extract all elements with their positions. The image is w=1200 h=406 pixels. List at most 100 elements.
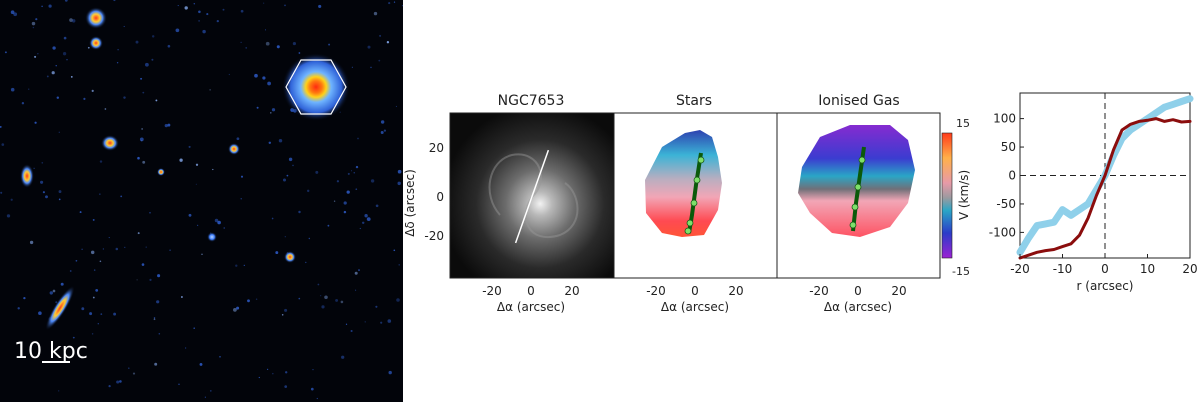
- background-source: [136, 279, 138, 281]
- background-source: [254, 73, 258, 78]
- background-source: [383, 129, 387, 132]
- background-source: [236, 306, 240, 310]
- background-source: [358, 269, 360, 272]
- background-source: [233, 308, 237, 312]
- background-source: [155, 99, 158, 102]
- background-source: [292, 42, 296, 46]
- background-source: [99, 260, 102, 263]
- background-source: [216, 19, 219, 23]
- background-source: [195, 183, 197, 185]
- background-source: [64, 0, 68, 2]
- background-source: [380, 131, 384, 134]
- rc-y-ticks: -100 -50 0 50 100: [989, 112, 1024, 239]
- background-source: [37, 53, 39, 55]
- background-source: [145, 246, 147, 248]
- background-source: [140, 77, 143, 80]
- rc-series-group: [1016, 95, 1194, 260]
- background-source: [48, 4, 52, 8]
- colorbar: [941, 132, 953, 259]
- p2-x-tick-minus20: -20: [646, 284, 666, 298]
- background-source: [236, 137, 240, 141]
- background-source: [58, 198, 61, 201]
- p1-x-tick-minus20: -20: [482, 284, 502, 298]
- background-source: [339, 111, 341, 113]
- background-source: [115, 247, 119, 251]
- background-source: [364, 214, 368, 218]
- background-source: [13, 12, 18, 17]
- background-source: [123, 96, 126, 99]
- background-source: [262, 76, 266, 80]
- p3-x-tick-0: 0: [854, 284, 862, 298]
- background-source: [196, 224, 199, 227]
- gas-velocity-map: [798, 125, 915, 237]
- background-source: [175, 28, 180, 33]
- background-source: [38, 311, 42, 315]
- background-source: [276, 45, 280, 49]
- background-source: [278, 138, 283, 143]
- rc-x-tick-label: -20: [1010, 262, 1030, 276]
- background-source: [397, 169, 402, 174]
- background-source: [33, 167, 35, 169]
- maps-ylabel: Δδ (arcsec): [403, 169, 417, 237]
- background-source: [83, 97, 86, 100]
- background-source: [212, 168, 214, 171]
- background-source: [206, 13, 209, 16]
- background-source: [222, 8, 225, 11]
- background-source: [58, 390, 60, 392]
- p2-xlabel: Δα (arcsec): [661, 300, 729, 314]
- galaxy-5: [228, 143, 240, 155]
- background-source: [219, 355, 221, 358]
- background-source: [17, 307, 20, 310]
- background-source: [116, 380, 120, 384]
- rc-y-tick-label: 50: [1001, 140, 1016, 154]
- background-source: [157, 274, 161, 278]
- background-source: [245, 47, 248, 49]
- maps-y-ticks: 20 0 -20: [424, 141, 444, 243]
- background-source: [108, 384, 111, 388]
- galaxy-8: [207, 232, 217, 242]
- background-source: [336, 180, 340, 183]
- background-source: [4, 51, 7, 54]
- rc-y-tick-label: 0: [1008, 169, 1016, 183]
- background-source: [154, 362, 158, 366]
- background-source: [375, 204, 379, 208]
- stars-slit-points: [684, 156, 705, 235]
- background-source: [275, 251, 279, 255]
- background-source: [145, 62, 149, 67]
- background-source: [42, 191, 45, 194]
- background-source: [351, 170, 353, 172]
- background-source: [380, 321, 383, 324]
- edge-on-galaxy: [45, 285, 75, 331]
- scale-bar-label: 10 kpc: [14, 339, 88, 364]
- rc-x-ticks: -20 -10 0 10 20: [1010, 254, 1198, 276]
- background-source: [149, 278, 152, 281]
- background-source: [370, 66, 372, 69]
- background-source: [41, 161, 44, 164]
- background-source: [188, 145, 191, 148]
- background-source: [151, 58, 154, 61]
- background-source: [395, 105, 397, 107]
- background-source: [69, 18, 73, 22]
- background-source: [0, 125, 2, 128]
- background-source: [256, 106, 259, 109]
- background-source: [268, 141, 272, 145]
- rc-y-tick-label: -100: [989, 225, 1016, 239]
- background-source: [52, 289, 56, 293]
- background-source: [120, 195, 123, 198]
- background-source: [364, 321, 366, 323]
- background-source: [258, 376, 260, 379]
- background-source: [151, 35, 155, 38]
- background-source: [223, 227, 225, 229]
- background-source: [58, 190, 62, 194]
- background-source: [184, 347, 187, 349]
- background-source: [335, 298, 339, 302]
- background-source: [282, 178, 287, 182]
- background-source: [312, 368, 314, 371]
- background-source: [117, 49, 119, 51]
- background-source: [153, 318, 156, 321]
- rc-x-tick-label: 0: [1101, 262, 1109, 276]
- galaxy-1: [85, 7, 107, 29]
- rc-y-tick-label: -50: [996, 197, 1016, 211]
- background-source: [97, 323, 99, 325]
- background-source: [388, 2, 391, 5]
